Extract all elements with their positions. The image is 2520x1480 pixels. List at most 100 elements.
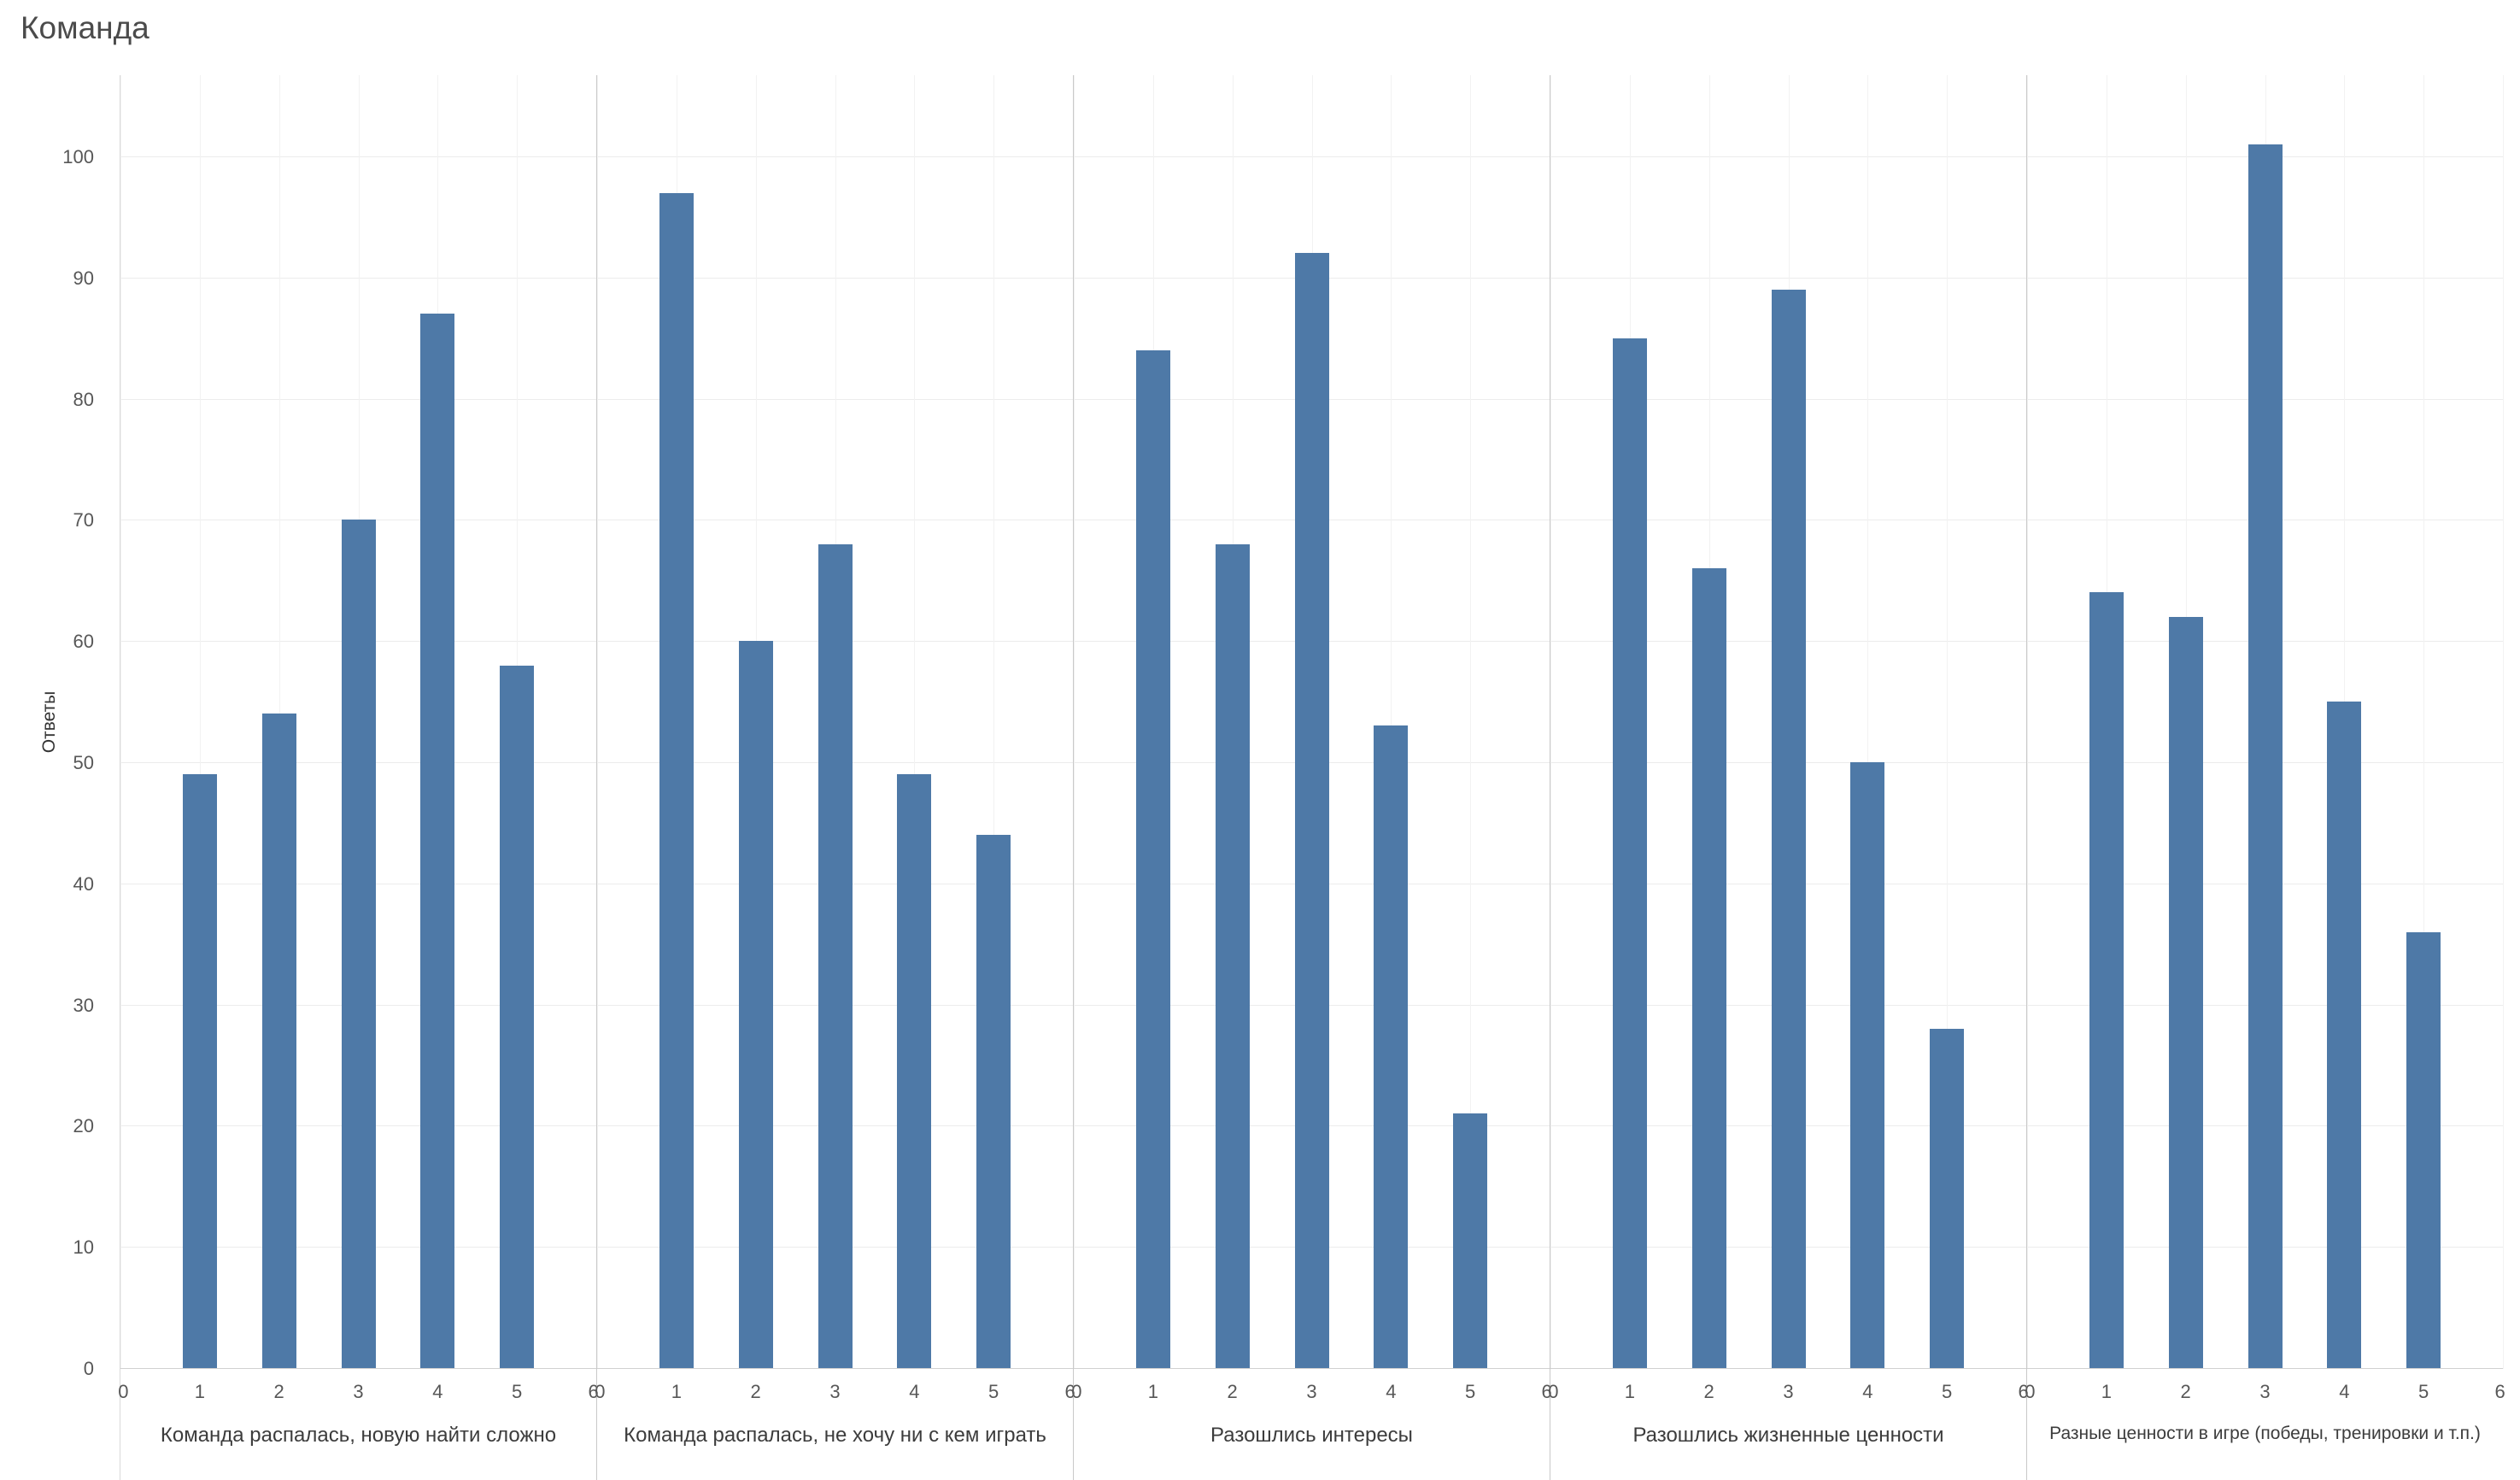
x-tick-label: 2 bbox=[750, 1381, 761, 1402]
panel-label: Разные ценности в игре (победы, трениров… bbox=[2049, 1424, 2481, 1443]
bar[interactable] bbox=[420, 314, 455, 1368]
facet-panels: 0 1 2 3 4 5 6 Команда распалась, новую найти сл… bbox=[118, 75, 2505, 1480]
x-tick-label: 4 bbox=[432, 1381, 443, 1402]
v-gridline bbox=[1867, 75, 1869, 1369]
bar[interactable] bbox=[2406, 931, 2441, 1368]
x-tick-label: 1 bbox=[2101, 1381, 2112, 1402]
x-tick-label: 2 bbox=[1703, 1381, 1714, 1402]
x-tick-label: 5 bbox=[988, 1381, 999, 1402]
bar[interactable] bbox=[738, 641, 773, 1368]
x-axis-line bbox=[2027, 1368, 2503, 1369]
x-axis-line bbox=[120, 1368, 596, 1369]
v-gridline bbox=[2027, 75, 2028, 1369]
x-tick-label: 1 bbox=[1147, 1381, 1158, 1402]
x-tick-label: 6 bbox=[2494, 1381, 2505, 1402]
y-tick-label: 90 bbox=[73, 267, 94, 289]
v-gridline bbox=[2423, 75, 2425, 1369]
facet-panel: 0 1 2 3 4 5 6 Разные ценности в игре (победы, т… bbox=[2025, 75, 2505, 1480]
facet-panel: 0 1 2 3 4 5 6 Разошлись интересы bbox=[1071, 75, 1552, 1480]
bar[interactable] bbox=[1294, 253, 1329, 1368]
x-tick-label: 0 bbox=[118, 1381, 129, 1402]
x-axis-line bbox=[1074, 1368, 1550, 1369]
bar[interactable] bbox=[818, 543, 853, 1368]
v-gridline bbox=[1074, 75, 1075, 1369]
x-axis: 0 1 2 3 4 5 6 bbox=[1548, 1369, 2029, 1410]
bar[interactable] bbox=[261, 714, 296, 1368]
bar[interactable] bbox=[500, 665, 535, 1368]
x-tick-label: 5 bbox=[1942, 1381, 1953, 1402]
bar[interactable] bbox=[2089, 592, 2124, 1368]
x-tick-label: 0 bbox=[1548, 1381, 1559, 1402]
bar[interactable] bbox=[1691, 568, 1726, 1368]
x-tick-label: 2 bbox=[1227, 1381, 1238, 1402]
x-axis: 0 1 2 3 4 5 6 bbox=[2025, 1369, 2505, 1410]
y-tick-label: 80 bbox=[73, 388, 94, 410]
x-tick-label: 4 bbox=[909, 1381, 920, 1402]
bar[interactable] bbox=[1453, 1113, 1488, 1368]
x-axis-line bbox=[597, 1368, 1073, 1369]
x-tick-label: 5 bbox=[512, 1381, 523, 1402]
bar-chart: Ответы 0 10 20 30 40 50 60 70 80 90 100 0 1 2 3 4 5 6 Ком… bbox=[0, 75, 2520, 1480]
x-tick-label: 6 bbox=[1541, 1381, 1552, 1402]
x-tick-label: 0 bbox=[1071, 1381, 1082, 1402]
x-tick-label: 5 bbox=[2418, 1381, 2429, 1402]
bar[interactable] bbox=[1215, 543, 1250, 1368]
v-gridline bbox=[993, 75, 995, 1369]
bar[interactable] bbox=[976, 835, 1011, 1368]
x-tick-label: 2 bbox=[2180, 1381, 2191, 1402]
y-tick-label: 60 bbox=[73, 631, 94, 653]
x-tick-label: 6 bbox=[1064, 1381, 1075, 1402]
v-gridline bbox=[1550, 75, 1551, 1369]
facet-panel: 0 1 2 3 4 5 6 Команда распалась, не хочу ни с к… bbox=[595, 75, 1075, 1480]
x-axis: 0 1 2 3 4 5 6 bbox=[595, 1369, 1075, 1410]
y-tick-label: 40 bbox=[73, 872, 94, 895]
v-gridline bbox=[1391, 75, 1392, 1369]
x-tick-label: 3 bbox=[1783, 1381, 1794, 1402]
bar[interactable] bbox=[182, 774, 217, 1368]
bar[interactable] bbox=[1135, 349, 1170, 1368]
bar[interactable] bbox=[1850, 762, 1885, 1368]
bar[interactable] bbox=[2327, 702, 2362, 1368]
x-tick-label: 3 bbox=[2259, 1381, 2271, 1402]
y-tick-label: 10 bbox=[73, 1236, 94, 1259]
x-tick-label: 1 bbox=[1624, 1381, 1635, 1402]
bar[interactable] bbox=[1771, 289, 1806, 1368]
v-gridline bbox=[199, 75, 201, 1369]
x-axis-line bbox=[1550, 1368, 2026, 1369]
x-tick-label: 1 bbox=[671, 1381, 682, 1402]
bar[interactable] bbox=[2247, 144, 2283, 1368]
v-gridline bbox=[914, 75, 916, 1369]
y-tick-label: 0 bbox=[83, 1358, 94, 1379]
chart-title: Команда bbox=[21, 10, 149, 45]
x-tick-label: 3 bbox=[353, 1381, 364, 1402]
panel-label: Разошлись интересы bbox=[1210, 1424, 1413, 1447]
bar[interactable] bbox=[1374, 725, 1409, 1368]
x-tick-label: 0 bbox=[595, 1381, 606, 1402]
bar[interactable] bbox=[1612, 338, 1647, 1368]
y-tick-label: 20 bbox=[73, 1115, 94, 1137]
x-tick-label: 4 bbox=[1386, 1381, 1397, 1402]
x-tick-label: 3 bbox=[1306, 1381, 1317, 1402]
bar[interactable] bbox=[2168, 616, 2203, 1368]
plot-area bbox=[1074, 75, 1550, 1369]
facet-panel: 0 1 2 3 4 5 6 Команда распалась, новую найти сл… bbox=[118, 75, 599, 1480]
x-tick-label: 6 bbox=[2018, 1381, 2029, 1402]
x-tick-label: 1 bbox=[194, 1381, 205, 1402]
x-tick-label: 5 bbox=[1465, 1381, 1476, 1402]
panel-label: Команда распалась, не хочу ни с кем игра… bbox=[624, 1424, 1046, 1447]
x-tick-label: 0 bbox=[2025, 1381, 2036, 1402]
bar[interactable] bbox=[897, 774, 932, 1368]
bar[interactable] bbox=[1930, 1028, 1965, 1368]
bar[interactable] bbox=[341, 520, 376, 1368]
v-gridline bbox=[597, 75, 598, 1369]
panel-label: Разошлись жизненные ценности bbox=[1632, 1424, 1944, 1447]
x-tick-label: 2 bbox=[273, 1381, 284, 1402]
x-axis: 0 1 2 3 4 5 6 bbox=[118, 1369, 598, 1410]
v-gridline bbox=[120, 75, 121, 1369]
x-tick-label: 3 bbox=[829, 1381, 841, 1402]
bar[interactable] bbox=[659, 192, 694, 1368]
plot-area bbox=[1550, 75, 2027, 1369]
y-tick-label: 30 bbox=[73, 994, 94, 1016]
panel-label: Команда распалась, новую найти сложно bbox=[160, 1424, 557, 1447]
